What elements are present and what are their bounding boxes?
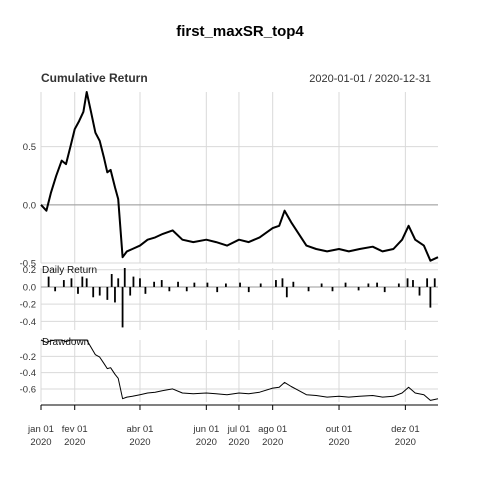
daily-return-bar [71, 278, 73, 287]
daily-return-bar [429, 287, 431, 308]
daily-return-bar [292, 282, 294, 287]
daily-return-bar [308, 287, 310, 291]
x-tick-year-label: 2020 [328, 437, 349, 448]
daily-return-bar [99, 287, 101, 296]
daily-return-bar [133, 277, 135, 287]
x-tick-year-label: 2020 [262, 437, 283, 448]
ytick-label-daily-return: -0.4 [20, 317, 36, 328]
x-tick-year-label: 2020 [395, 437, 416, 448]
daily-return-bar [54, 287, 56, 291]
daily-return-bar [193, 283, 195, 287]
date-range-label: 2020-01-01 / 2020-12-31 [309, 73, 431, 85]
daily-return-bar [398, 284, 400, 287]
daily-return-bar [111, 274, 113, 287]
daily-return-bar [92, 287, 94, 297]
daily-return-bar [186, 287, 188, 291]
ytick-label-cumulative-return: 0.0 [23, 200, 36, 211]
daily-return-bar [275, 280, 277, 287]
series-line-cumulative-return [41, 92, 438, 261]
series-line-drawdown [41, 340, 438, 400]
daily-return-bar [239, 283, 241, 287]
daily-return-bar [168, 287, 170, 291]
daily-return-bar [248, 287, 250, 292]
x-tick-year-label: 2020 [64, 437, 85, 448]
ytick-label-drawdown: -0.6 [20, 384, 36, 395]
panel-title-daily-return: Daily Return [42, 265, 97, 276]
daily-return-bar [153, 282, 155, 287]
daily-return-bar [77, 287, 79, 294]
x-tick-year-label: 2020 [30, 437, 51, 448]
daily-return-bar [86, 278, 88, 287]
daily-return-bar [124, 268, 126, 287]
daily-return-bar [81, 277, 83, 287]
daily-return-bar [434, 278, 436, 287]
daily-return-bar [332, 287, 334, 291]
daily-return-bar [367, 284, 369, 287]
x-tick-label: jul 01 [227, 424, 251, 435]
ytick-label-daily-return: 0.0 [23, 282, 36, 293]
panel-title-drawdown: Drawdown [42, 337, 89, 348]
daily-return-bar [286, 287, 288, 297]
daily-return-bar [426, 278, 428, 287]
x-tick-label: fev 01 [62, 424, 88, 435]
ytick-label-daily-return: 0.2 [23, 265, 36, 276]
x-tick-label: ago 01 [258, 424, 287, 435]
x-tick-label: dez 01 [391, 424, 420, 435]
x-tick-year-label: 2020 [129, 437, 150, 448]
daily-return-bar [345, 283, 347, 287]
daily-return-bar [63, 280, 65, 287]
daily-return-bar [106, 287, 108, 300]
daily-return-bar [358, 287, 360, 290]
daily-return-bar [139, 278, 141, 287]
daily-return-bar [225, 284, 227, 287]
daily-return-bar [321, 284, 323, 287]
x-tick-year-label: 2020 [228, 437, 249, 448]
panel-title-cumulative: Cumulative Return [41, 71, 148, 85]
daily-return-bar [260, 284, 262, 287]
daily-return-bar [282, 278, 284, 287]
daily-return-bar [129, 287, 131, 296]
daily-return-bar [419, 287, 421, 296]
x-tick-label: jan 01 [27, 424, 54, 435]
ytick-label-drawdown: -0.2 [20, 352, 36, 363]
daily-return-bar [117, 278, 119, 287]
daily-return-bar [407, 278, 409, 287]
x-tick-label: abr 01 [127, 424, 154, 435]
ytick-label-cumulative-return: 0.5 [23, 142, 36, 153]
daily-return-bar [145, 287, 147, 294]
x-tick-label: out 01 [326, 424, 352, 435]
daily-return-bar [122, 287, 124, 327]
daily-return-bar [48, 277, 50, 287]
daily-return-bar [384, 287, 386, 292]
daily-return-bar [412, 280, 414, 287]
chart-title: first_maxSR_top4 [176, 23, 304, 40]
daily-return-bar [114, 287, 116, 303]
daily-return-bar [216, 287, 218, 292]
x-tick-label: jun 01 [192, 424, 219, 435]
ytick-label-drawdown: -0.4 [20, 368, 36, 379]
ytick-label-daily-return: -0.2 [20, 300, 36, 311]
daily-return-bar [376, 283, 378, 287]
daily-return-bar [161, 280, 163, 287]
x-tick-year-label: 2020 [196, 437, 217, 448]
daily-return-bar [207, 283, 209, 287]
daily-return-bar [177, 282, 179, 287]
